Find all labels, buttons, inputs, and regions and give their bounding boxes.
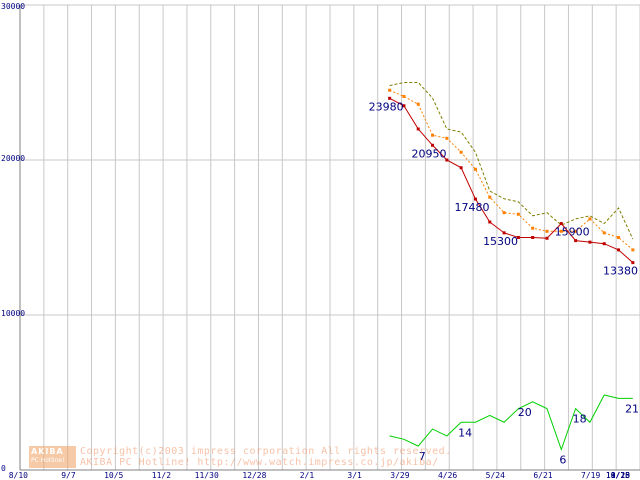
x-tick-label: 8/10 [9,471,28,480]
data-point-avg [588,217,592,221]
data-point-min [559,222,563,226]
count-label: 7 [419,450,426,463]
y-tick-label: 30000 [1,2,25,11]
count-label: 21 [625,402,639,415]
data-point-min [531,236,535,239]
x-tick-label: 9/20 [611,471,630,480]
x-axis-ticks: 8/10 9/7 10/5 11/2 11/30 12/28 2/1 3/1 3/29 4/26 5… [9,471,630,480]
data-point-min [488,220,492,224]
x-tick-label: 2/1 [300,471,315,480]
x-tick-label: 8/23 [611,471,630,480]
data-point-min [459,166,463,170]
data-point-avg [545,229,549,233]
watermark: AKIBA PC Hotline! Copyright(c)2003 impre… [29,446,509,468]
series-line-max [389,82,634,240]
series-line-min [389,97,634,263]
y-tick-label: 10000 [1,309,25,318]
x-tick-label: 5/24 [486,471,505,480]
data-point-avg [402,94,406,98]
y-axis-ticks: 30000 20000 10000 0 [1,2,25,473]
data-point-avg [602,231,606,235]
data-point-min [545,236,549,240]
data-point-avg [388,88,392,92]
data-point-min [445,158,449,162]
x-tick-label: 4/26 [438,471,457,480]
data-point-avg [473,167,477,171]
data-point-min [388,96,392,100]
price-label: 15900 [555,226,590,239]
data-point-min [631,261,635,265]
x-tick-label: 7/19 [581,471,600,480]
count-label: 14 [458,426,472,439]
series-line-shops [389,394,633,452]
x-tick-label: 9/7 [61,471,76,480]
data-point-min [588,240,592,244]
x-tick-label: 11/2 [152,471,171,480]
x-tick-label: 11/30 [195,471,219,480]
price-label: 17480 [454,201,489,214]
price-label: 13380 [603,265,638,278]
data-labels: 23980 20950 17480 15300 15900 13380 7 14 20 6 18 21 [369,100,639,466]
logo-bottom-text: PC Hotline! [31,457,65,464]
count-label: 6 [559,454,566,467]
x-tick-label: 10/5 [104,471,123,480]
data-point-avg [459,150,463,154]
data-point-avg [502,211,506,215]
data-point-avg [559,229,563,233]
data-point-avg [631,248,635,252]
data-point-min [416,127,420,131]
x-tick-label: 3/29 [390,471,409,480]
data-point-avg [431,133,435,137]
price-label: 23980 [369,100,404,113]
data-point-avg [488,195,492,199]
count-label: 18 [573,413,587,426]
price-label: 15300 [483,235,518,248]
copyright-line: Copyright(c)2003 impress corporation All… [80,446,452,457]
data-point-min [602,242,606,246]
x-tick-label: 12/28 [242,471,266,480]
data-point-avg [574,229,578,233]
data-point-min [516,236,520,239]
data-point-avg [416,102,420,106]
data-point-min [574,239,578,243]
chart-grid [19,4,640,471]
data-point-avg [516,212,520,216]
url-line: AKIBA PC Hotline! http://www.watch.impre… [80,457,439,468]
count-label: 20 [518,406,532,419]
data-point-min [502,231,506,235]
data-point-min [431,143,435,147]
x-tick-label: 6/21 [533,471,552,480]
x-tick-label: 11/25 [606,471,630,480]
y-tick-label: 20000 [1,154,25,163]
chart-series [388,82,635,452]
data-point-min [473,197,477,201]
y-tick-label: 0 [1,464,6,473]
series-line-avg [389,89,634,251]
data-point-avg [531,226,535,230]
x-tick-label: 10/18 [606,471,630,480]
x-tick-label: 3/1 [347,471,362,480]
price-label: 20950 [412,147,447,160]
data-point-avg [617,236,621,239]
logo-top-text: AKIBA [31,447,64,456]
data-point-avg [445,136,449,140]
akiba-logo: AKIBA PC Hotline! [29,446,76,468]
data-point-min [617,248,621,252]
data-point-min [402,104,406,108]
